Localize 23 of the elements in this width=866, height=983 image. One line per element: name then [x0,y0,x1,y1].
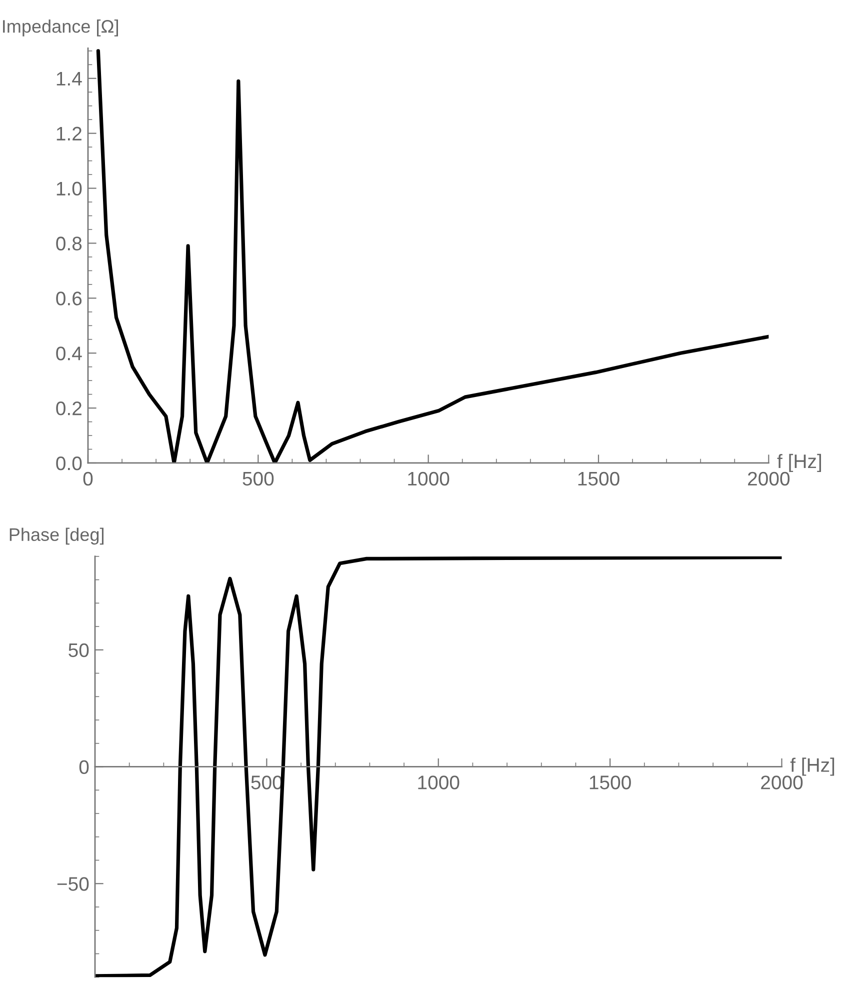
x-tick-label: 1000 [408,472,450,486]
y-axis-title: Impedance [Ω] [3,20,118,36]
x-axis-title: f [Hz] [790,758,834,776]
y-tick-label: 0.6 [56,292,82,306]
x-tick-label: 1000 [418,776,460,790]
y-tick-label: −50 [57,877,89,891]
x-axis-title: f [Hz] [777,454,821,472]
y-tick-label: 50 [68,643,89,658]
y-axis-title: Phase [deg] [10,528,104,545]
y-tick-label: 0.2 [56,402,82,416]
y-tick-label: 1.4 [56,72,82,86]
y-tick-label: 0.0 [56,456,82,470]
y-tick-label: 1.0 [56,182,82,196]
x-tick-label: 500 [242,472,274,486]
x-tick-label: 1500 [578,472,620,486]
x-tick-label: 1500 [590,776,631,790]
y-tick-label: 0.8 [56,236,82,250]
y-tick-label: 0.4 [56,346,82,360]
y-tick-label: 0 [79,760,89,774]
line-series [96,49,769,463]
y-tick-label: 1.2 [56,126,82,140]
x-tick-label: 2000 [748,472,790,486]
x-tick-label: 2000 [761,776,803,790]
